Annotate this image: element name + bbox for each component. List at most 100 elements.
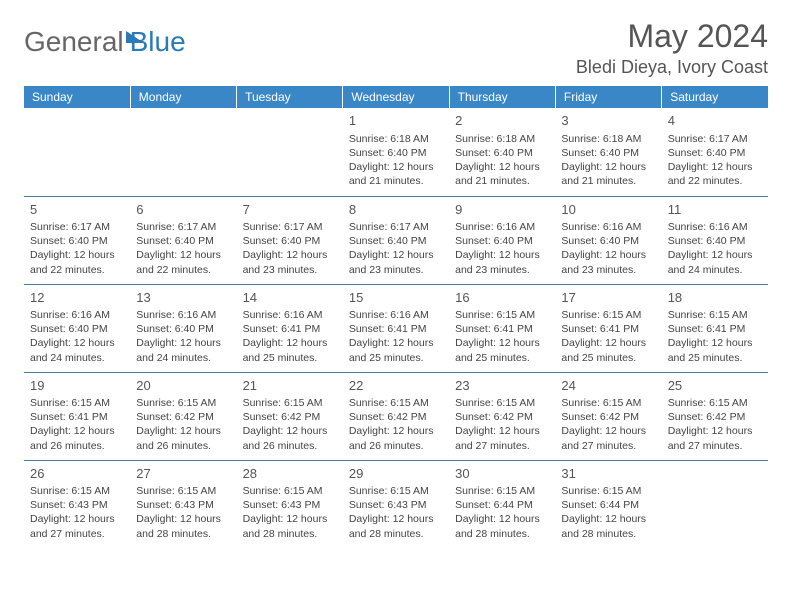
sunrise-text: Sunrise: 6:15 AM — [455, 308, 549, 322]
day-number: 30 — [455, 465, 549, 483]
calendar-day-cell: 12Sunrise: 6:16 AMSunset: 6:40 PMDayligh… — [24, 284, 130, 372]
day-number: 7 — [243, 201, 337, 219]
sunset-text: Sunset: 6:40 PM — [243, 234, 337, 248]
daylight-text: Daylight: 12 hours and 27 minutes. — [455, 424, 549, 452]
sunrise-text: Sunrise: 6:15 AM — [668, 396, 762, 410]
day-number: 15 — [349, 289, 443, 307]
day-number: 21 — [243, 377, 337, 395]
calendar-day-cell: 28Sunrise: 6:15 AMSunset: 6:43 PMDayligh… — [237, 460, 343, 548]
calendar-day-cell: 4Sunrise: 6:17 AMSunset: 6:40 PMDaylight… — [662, 108, 768, 196]
day-number: 2 — [455, 112, 549, 130]
day-number: 28 — [243, 465, 337, 483]
month-title: May 2024 — [576, 18, 768, 55]
day-number: 3 — [561, 112, 655, 130]
calendar-day-cell: 3Sunrise: 6:18 AMSunset: 6:40 PMDaylight… — [555, 108, 661, 196]
day-number: 8 — [349, 201, 443, 219]
calendar-day-cell: 21Sunrise: 6:15 AMSunset: 6:42 PMDayligh… — [237, 372, 343, 460]
day-number: 24 — [561, 377, 655, 395]
sunrise-text: Sunrise: 6:17 AM — [30, 220, 124, 234]
day-number: 16 — [455, 289, 549, 307]
daylight-text: Daylight: 12 hours and 25 minutes. — [561, 336, 655, 364]
day-header: Friday — [555, 86, 661, 108]
sunset-text: Sunset: 6:40 PM — [668, 234, 762, 248]
daylight-text: Daylight: 12 hours and 23 minutes. — [561, 248, 655, 276]
day-header: Tuesday — [237, 86, 343, 108]
sunset-text: Sunset: 6:42 PM — [561, 410, 655, 424]
calendar-day-cell — [24, 108, 130, 196]
calendar-day-cell — [130, 108, 236, 196]
sunrise-text: Sunrise: 6:16 AM — [243, 308, 337, 322]
calendar-day-cell: 24Sunrise: 6:15 AMSunset: 6:42 PMDayligh… — [555, 372, 661, 460]
sunrise-text: Sunrise: 6:15 AM — [243, 484, 337, 498]
day-number: 20 — [136, 377, 230, 395]
day-number: 14 — [243, 289, 337, 307]
day-number: 5 — [30, 201, 124, 219]
day-number: 13 — [136, 289, 230, 307]
calendar-day-cell: 20Sunrise: 6:15 AMSunset: 6:42 PMDayligh… — [130, 372, 236, 460]
daylight-text: Daylight: 12 hours and 25 minutes. — [243, 336, 337, 364]
sunset-text: Sunset: 6:40 PM — [455, 146, 549, 160]
sunrise-text: Sunrise: 6:18 AM — [561, 132, 655, 146]
sunset-text: Sunset: 6:40 PM — [136, 234, 230, 248]
day-header: Monday — [130, 86, 236, 108]
calendar-week-row: 1Sunrise: 6:18 AMSunset: 6:40 PMDaylight… — [24, 108, 768, 196]
daylight-text: Daylight: 12 hours and 28 minutes. — [136, 512, 230, 540]
calendar-week-row: 26Sunrise: 6:15 AMSunset: 6:43 PMDayligh… — [24, 460, 768, 548]
sunset-text: Sunset: 6:43 PM — [136, 498, 230, 512]
calendar-day-cell: 18Sunrise: 6:15 AMSunset: 6:41 PMDayligh… — [662, 284, 768, 372]
daylight-text: Daylight: 12 hours and 21 minutes. — [349, 160, 443, 188]
calendar-day-cell: 23Sunrise: 6:15 AMSunset: 6:42 PMDayligh… — [449, 372, 555, 460]
sunset-text: Sunset: 6:40 PM — [136, 322, 230, 336]
sunrise-text: Sunrise: 6:15 AM — [668, 308, 762, 322]
day-header: Sunday — [24, 86, 130, 108]
sunset-text: Sunset: 6:42 PM — [455, 410, 549, 424]
day-number: 26 — [30, 465, 124, 483]
calendar-day-cell: 30Sunrise: 6:15 AMSunset: 6:44 PMDayligh… — [449, 460, 555, 548]
calendar-head: SundayMondayTuesdayWednesdayThursdayFrid… — [24, 86, 768, 108]
calendar-week-row: 5Sunrise: 6:17 AMSunset: 6:40 PMDaylight… — [24, 196, 768, 284]
sunrise-text: Sunrise: 6:16 AM — [561, 220, 655, 234]
page-header: General Blue May 2024 Bledi Dieya, Ivory… — [24, 18, 768, 78]
calendar-day-cell: 27Sunrise: 6:15 AMSunset: 6:43 PMDayligh… — [130, 460, 236, 548]
day-number: 25 — [668, 377, 762, 395]
daylight-text: Daylight: 12 hours and 25 minutes. — [668, 336, 762, 364]
daylight-text: Daylight: 12 hours and 24 minutes. — [30, 336, 124, 364]
daylight-text: Daylight: 12 hours and 23 minutes. — [243, 248, 337, 276]
day-number: 12 — [30, 289, 124, 307]
calendar-day-cell: 2Sunrise: 6:18 AMSunset: 6:40 PMDaylight… — [449, 108, 555, 196]
sunset-text: Sunset: 6:42 PM — [243, 410, 337, 424]
day-number: 22 — [349, 377, 443, 395]
daylight-text: Daylight: 12 hours and 25 minutes. — [349, 336, 443, 364]
sunset-text: Sunset: 6:43 PM — [243, 498, 337, 512]
day-number: 6 — [136, 201, 230, 219]
calendar-day-cell: 31Sunrise: 6:15 AMSunset: 6:44 PMDayligh… — [555, 460, 661, 548]
calendar-day-cell — [237, 108, 343, 196]
sunset-text: Sunset: 6:42 PM — [349, 410, 443, 424]
daylight-text: Daylight: 12 hours and 28 minutes. — [455, 512, 549, 540]
sunrise-text: Sunrise: 6:16 AM — [349, 308, 443, 322]
daylight-text: Daylight: 12 hours and 26 minutes. — [30, 424, 124, 452]
sunrise-text: Sunrise: 6:15 AM — [30, 396, 124, 410]
sunrise-text: Sunrise: 6:15 AM — [561, 308, 655, 322]
logo-text-1: General — [24, 26, 124, 58]
logo-triangle-icon — [126, 31, 144, 43]
sunset-text: Sunset: 6:40 PM — [349, 234, 443, 248]
sunset-text: Sunset: 6:44 PM — [561, 498, 655, 512]
sunrise-text: Sunrise: 6:15 AM — [561, 396, 655, 410]
daylight-text: Daylight: 12 hours and 26 minutes. — [243, 424, 337, 452]
sunset-text: Sunset: 6:40 PM — [668, 146, 762, 160]
sunset-text: Sunset: 6:40 PM — [561, 234, 655, 248]
sunset-text: Sunset: 6:40 PM — [30, 322, 124, 336]
day-number: 11 — [668, 201, 762, 219]
sunrise-text: Sunrise: 6:18 AM — [349, 132, 443, 146]
calendar-day-cell: 26Sunrise: 6:15 AMSunset: 6:43 PMDayligh… — [24, 460, 130, 548]
sunset-text: Sunset: 6:41 PM — [668, 322, 762, 336]
sunset-text: Sunset: 6:41 PM — [455, 322, 549, 336]
title-block: May 2024 Bledi Dieya, Ivory Coast — [576, 18, 768, 78]
calendar-day-cell — [662, 460, 768, 548]
daylight-text: Daylight: 12 hours and 28 minutes. — [243, 512, 337, 540]
sunset-text: Sunset: 6:43 PM — [30, 498, 124, 512]
calendar-day-cell: 29Sunrise: 6:15 AMSunset: 6:43 PMDayligh… — [343, 460, 449, 548]
daylight-text: Daylight: 12 hours and 21 minutes. — [455, 160, 549, 188]
day-number: 10 — [561, 201, 655, 219]
